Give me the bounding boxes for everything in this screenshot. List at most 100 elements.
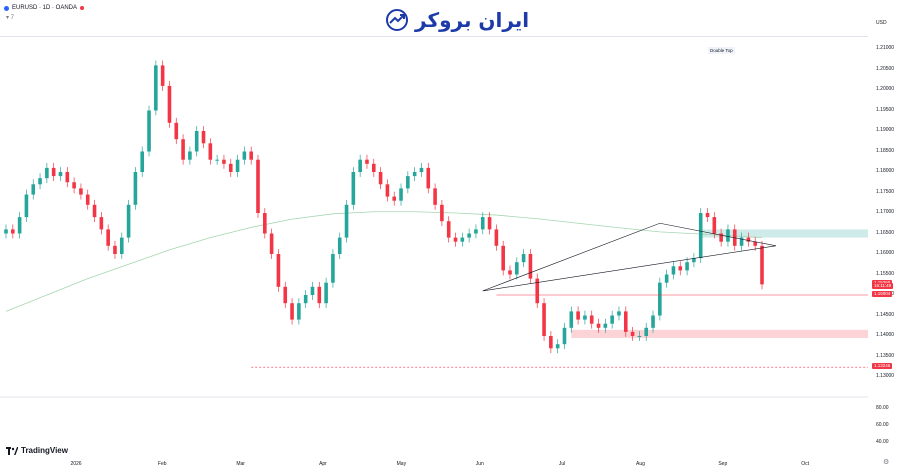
candle-body xyxy=(453,237,458,242)
candle-body xyxy=(188,151,192,160)
candle-body xyxy=(249,151,253,160)
candle-body xyxy=(303,295,308,304)
candle-body xyxy=(487,217,492,230)
symbol-label: EURUSD · 1D · OANDA xyxy=(12,5,78,11)
candle-body xyxy=(317,286,322,304)
chart-header: EURUSD · 1D · OANDA ▾ 7 ایران بروکر USD xyxy=(0,0,887,36)
y-tick-label: 1.16000 xyxy=(876,250,895,256)
candle-body xyxy=(331,254,335,283)
moving-average-line xyxy=(5,211,763,312)
logo-text: ایران بروکر xyxy=(415,8,530,32)
candle-body xyxy=(160,65,165,86)
x-tick-label: Feb xyxy=(157,461,167,467)
candle-body xyxy=(365,159,369,164)
candle-body xyxy=(698,213,703,259)
candle-body xyxy=(263,213,267,234)
price-tag: 1.13246 xyxy=(872,363,893,370)
candle-body xyxy=(337,237,342,254)
candle-body xyxy=(480,217,485,230)
tradingview-label: TradingView xyxy=(21,446,68,455)
candle-body xyxy=(194,131,199,152)
candle-body xyxy=(222,159,226,164)
rsi-tick-label: 60.00 xyxy=(876,422,889,428)
candle-body xyxy=(603,323,608,328)
candle-body xyxy=(440,204,444,222)
candle-body xyxy=(617,311,621,316)
candle-body xyxy=(719,233,723,242)
candle-body xyxy=(344,204,349,238)
candle-body xyxy=(79,188,83,195)
candle-body xyxy=(535,278,540,304)
currency-label[interactable]: USD xyxy=(876,20,887,26)
candle-body xyxy=(228,163,233,172)
y-tick-label: 1.20500 xyxy=(876,65,895,72)
candle-body xyxy=(140,151,145,172)
y-tick-label: 1.14500 xyxy=(876,311,895,318)
settings-icon[interactable]: ⚙ xyxy=(883,459,890,466)
candle-body xyxy=(508,270,512,275)
candle-body xyxy=(106,229,110,246)
candle-body xyxy=(651,315,655,328)
candle-body xyxy=(113,245,117,254)
symbol-info[interactable]: EURUSD · 1D · OANDA xyxy=(4,5,85,11)
candle-body xyxy=(351,172,356,205)
x-tick-label: Oct xyxy=(801,461,809,467)
indicator-toggle[interactable]: ▾ 7 xyxy=(6,15,15,21)
candle-body xyxy=(726,229,730,242)
candle-body xyxy=(555,344,560,349)
candle-body xyxy=(746,237,751,242)
candle-body xyxy=(589,315,594,324)
candle-body xyxy=(297,303,301,320)
price-chart[interactable] xyxy=(0,37,868,399)
plot-area[interactable] xyxy=(0,36,868,399)
x-tick-label: Sep xyxy=(718,461,728,467)
x-tick-label: 2026 xyxy=(70,461,82,467)
y-tick-label: 1.21000 xyxy=(876,45,895,51)
candle-body xyxy=(467,233,471,238)
candle-body xyxy=(181,139,185,160)
candle-body xyxy=(392,196,397,201)
broker-logo: ایران بروکر xyxy=(385,8,529,32)
y-tick-label: 1.20000 xyxy=(876,86,895,92)
price-tag: 1.15004 xyxy=(872,291,893,297)
y-tick-label: 1.19500 xyxy=(876,106,895,113)
y-tick-label: 1.14000 xyxy=(876,332,895,338)
x-tick-label: Mar xyxy=(236,461,245,467)
candle-body xyxy=(65,172,70,183)
candle-body xyxy=(542,303,546,336)
candle-body xyxy=(133,172,138,205)
tradingview-logo[interactable]: TradingView xyxy=(6,446,68,455)
candle-body xyxy=(515,262,519,275)
chart-growth-icon xyxy=(386,9,408,31)
candle-body xyxy=(174,122,179,140)
candle-body xyxy=(446,221,451,238)
candle-body xyxy=(494,229,499,246)
candle-body xyxy=(501,245,505,271)
candle-body xyxy=(753,241,757,246)
candle-body xyxy=(310,286,315,295)
candle-body xyxy=(208,143,213,160)
price-tag: 16:11:49 xyxy=(872,283,894,290)
x-tick-label: Jun xyxy=(475,461,484,467)
candle-body xyxy=(412,172,417,177)
y-tick-label: 1.19000 xyxy=(876,127,895,133)
y-tick-label: 1.17500 xyxy=(876,188,895,195)
candle-body xyxy=(167,85,172,123)
candle-body xyxy=(235,159,240,172)
candle-body xyxy=(399,188,403,201)
candle-body xyxy=(562,327,567,345)
candle-body xyxy=(760,245,764,285)
x-tick-label: Apr xyxy=(319,461,327,467)
candle-body xyxy=(11,229,15,234)
market-status-icon xyxy=(80,6,85,10)
candle-body xyxy=(371,163,376,172)
y-tick-label: 1.18000 xyxy=(876,168,895,174)
candle-body xyxy=(324,282,328,304)
candle-body xyxy=(58,172,63,177)
triangle-pattern xyxy=(482,222,777,292)
candle-body xyxy=(610,315,614,324)
candle-body xyxy=(692,258,696,263)
y-tick-label: 1.17000 xyxy=(876,209,895,215)
candle-body xyxy=(72,182,76,189)
x-tick-label: Aug xyxy=(636,461,645,467)
